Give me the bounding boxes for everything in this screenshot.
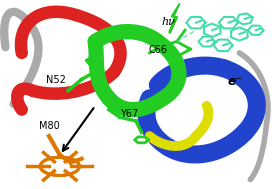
- Text: hν: hν: [162, 17, 176, 27]
- Text: N52: N52: [46, 75, 66, 85]
- Text: C66: C66: [148, 45, 167, 55]
- Text: e⁻: e⁻: [227, 75, 242, 88]
- Text: M80: M80: [39, 121, 60, 131]
- Text: Y67: Y67: [120, 109, 138, 119]
- Polygon shape: [169, 4, 180, 33]
